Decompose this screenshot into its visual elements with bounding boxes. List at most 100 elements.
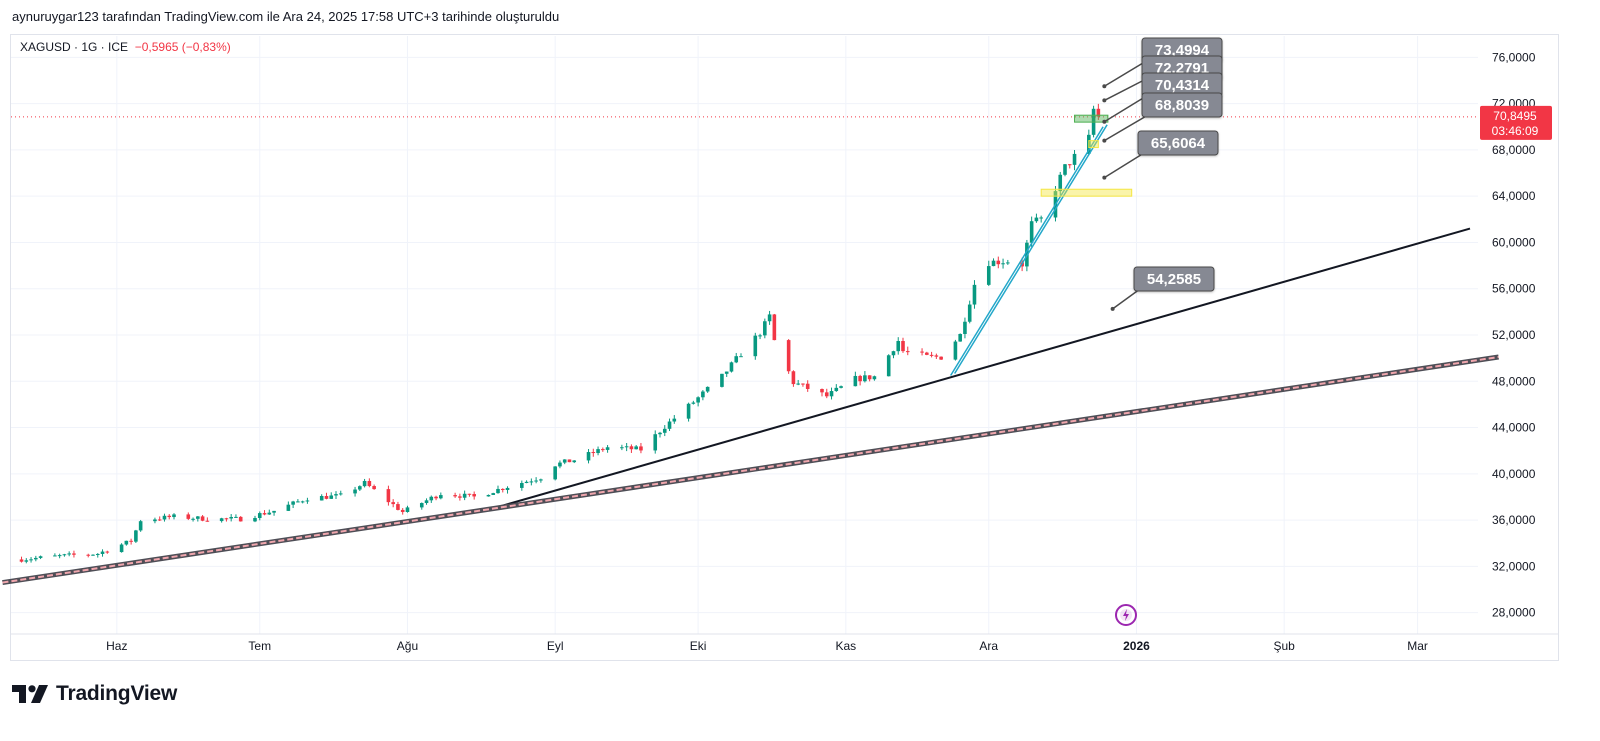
- candle-body: [486, 494, 491, 497]
- candle-body: [296, 501, 300, 503]
- candle-body: [720, 373, 724, 387]
- candle-body: [367, 480, 372, 487]
- symbol-info: XAGUSD · 1G · ICE: [20, 40, 129, 54]
- candle-body: [372, 486, 376, 490]
- candle-body: [863, 375, 867, 382]
- candle-body: [596, 449, 600, 454]
- candle-body: [262, 513, 267, 515]
- callout-pointer: [1103, 59, 1149, 87]
- candle-body: [505, 487, 510, 491]
- y-tick-label: 56,0000: [1492, 282, 1536, 296]
- candles: [19, 103, 1101, 564]
- candle-body: [1034, 217, 1039, 222]
- candle-body: [963, 321, 967, 334]
- candle-body: [200, 516, 205, 521]
- candle-body: [157, 519, 162, 521]
- flash-icon[interactable]: [1115, 604, 1137, 626]
- x-tick-label: Tem: [248, 639, 271, 653]
- symbol-legend[interactable]: XAGUSD · 1G · ICE −0,5965 (−0,83%): [20, 40, 231, 54]
- candle-body: [891, 351, 896, 356]
- x-tick-label: Haz: [106, 639, 127, 653]
- candle-body: [500, 488, 505, 491]
- candle-body: [224, 518, 229, 520]
- candle-body: [967, 304, 972, 322]
- x-tick-label: Eyl: [547, 639, 564, 653]
- candle-body: [434, 496, 438, 499]
- candle-body: [662, 428, 667, 433]
- candle-body: [953, 341, 958, 360]
- x-tick-label: Kas: [835, 639, 856, 653]
- candle-body: [986, 266, 991, 285]
- candle-body: [920, 351, 924, 353]
- candle-body: [439, 495, 443, 499]
- candle-body: [972, 284, 977, 305]
- candle-body: [1067, 164, 1072, 166]
- candle-body: [491, 493, 496, 495]
- candle-body: [929, 354, 934, 356]
- candle-body: [253, 517, 257, 522]
- candle-body: [724, 371, 729, 374]
- candle-body: [338, 493, 343, 495]
- candle-body: [539, 479, 543, 481]
- x-tick-label: Eki: [690, 639, 707, 653]
- candle-body: [34, 557, 38, 560]
- callout-anchor: [1102, 138, 1107, 143]
- candle-body: [886, 355, 891, 377]
- candle-body: [534, 480, 538, 482]
- candle-body: [272, 510, 276, 513]
- y-tick-label: 64,0000: [1492, 189, 1536, 203]
- candle-body: [496, 488, 500, 494]
- y-tick-label: 68,0000: [1492, 143, 1536, 157]
- candle-body: [400, 509, 405, 513]
- candle-body: [1039, 217, 1043, 219]
- y-tick-label: 32,0000: [1492, 559, 1536, 573]
- y-tick-label: 76,0000: [1492, 50, 1536, 64]
- candle-body: [524, 481, 529, 484]
- candle-body: [334, 494, 338, 496]
- brand-name: TradingView: [56, 682, 178, 705]
- candle-body: [329, 495, 334, 499]
- channel-line-lower: [950, 126, 1104, 376]
- candle-body: [529, 481, 534, 483]
- candle-body: [1096, 108, 1101, 117]
- candle-body: [134, 530, 138, 542]
- candle-body: [839, 386, 843, 388]
- drawings-back: [2, 227, 1499, 586]
- y-tick-label: 40,0000: [1492, 467, 1536, 481]
- candle-body: [86, 554, 91, 556]
- candle-body: [57, 555, 62, 557]
- candle-body: [362, 480, 367, 487]
- candle-body: [1058, 174, 1063, 192]
- candle-body: [601, 449, 605, 451]
- candle-body: [1072, 153, 1077, 165]
- candle-body: [257, 513, 262, 518]
- candle-body: [291, 501, 295, 505]
- candle-body: [172, 514, 176, 518]
- candle-body: [219, 518, 224, 522]
- footer-brand[interactable]: TradingView: [12, 682, 177, 706]
- long-term-trendline-dash: [2, 355, 1499, 584]
- candle-body: [238, 516, 243, 522]
- candle-body: [153, 519, 157, 522]
- candle-body: [100, 551, 105, 554]
- candle-body: [353, 489, 357, 494]
- price-change: −0,5965 (−0,83%): [134, 40, 231, 54]
- candle-body: [901, 341, 905, 352]
- candle-body: [858, 375, 862, 382]
- candle-body: [939, 356, 943, 360]
- candle-body: [729, 362, 734, 372]
- candle-body: [1063, 164, 1067, 175]
- callout-value: 73,4994: [1155, 42, 1210, 59]
- callout-pointer: [1104, 77, 1149, 102]
- y-tick-label: 28,0000: [1492, 606, 1536, 620]
- candle-body: [38, 556, 43, 558]
- candle-body: [996, 260, 1001, 265]
- x-tick-label: Mar: [1407, 639, 1428, 653]
- candle-body: [234, 516, 238, 518]
- candle-body: [453, 495, 457, 497]
- price-callout: 65,6064: [1102, 130, 1219, 180]
- candle-body: [72, 553, 76, 555]
- last-price-countdown: 03:46:09: [1492, 124, 1539, 138]
